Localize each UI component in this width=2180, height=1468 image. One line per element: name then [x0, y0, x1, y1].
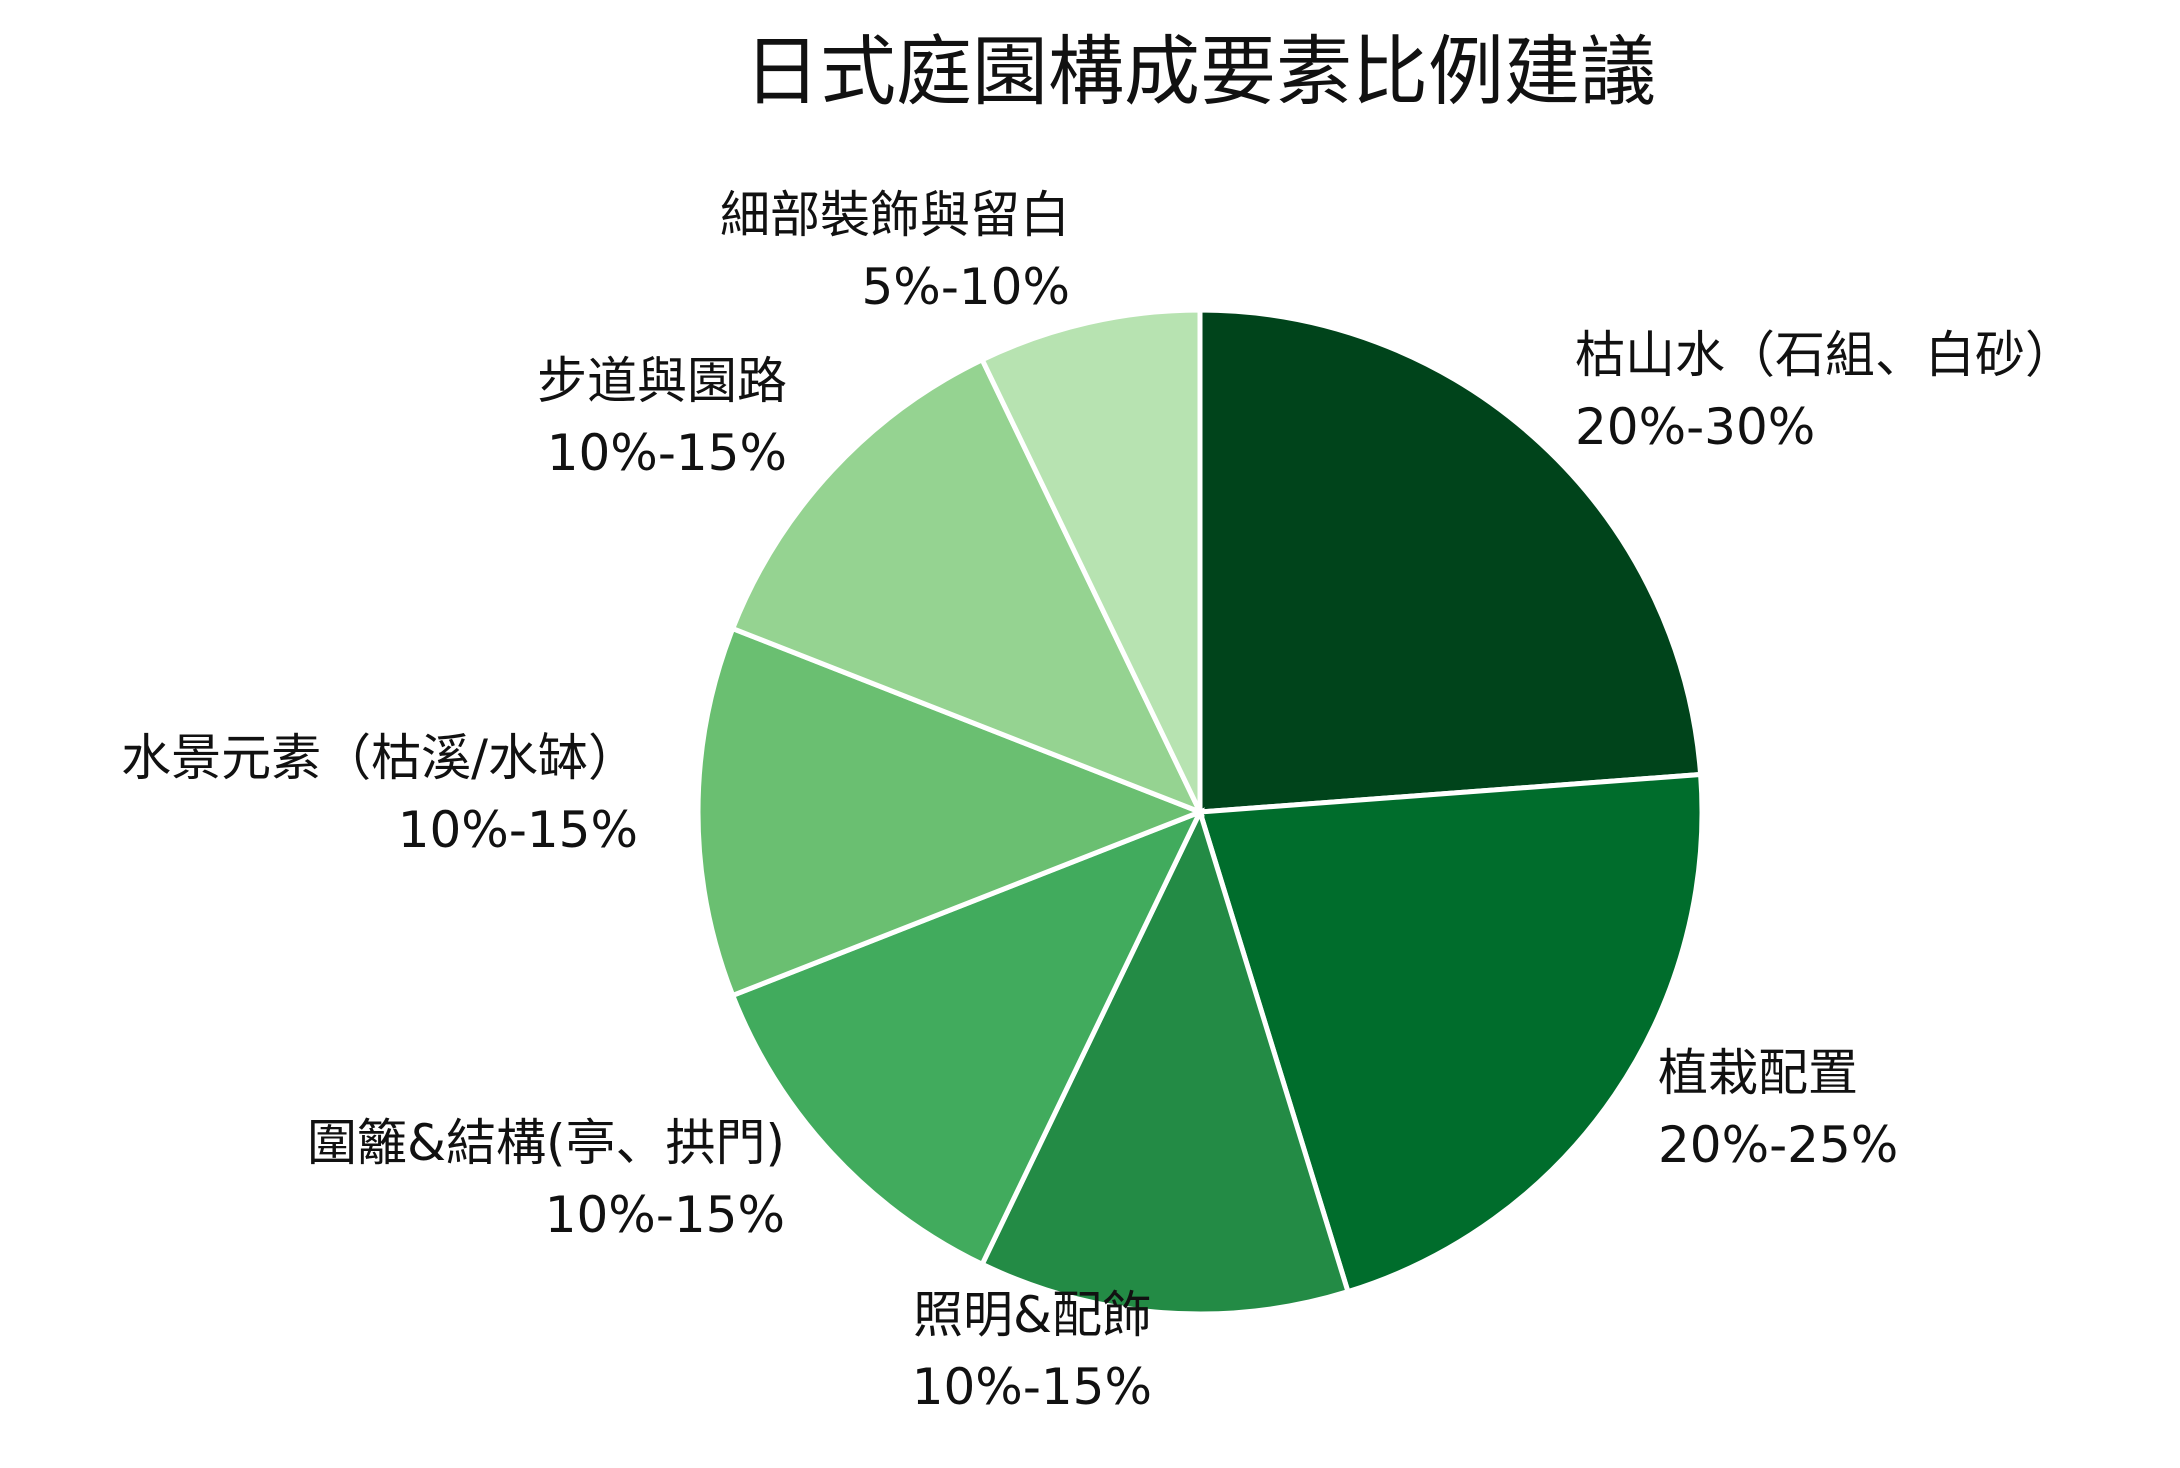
slice-label-name: 枯山水（石組、白砂）: [1575, 326, 2075, 384]
chart-title: 日式庭園構成要素比例建議: [744, 27, 1656, 116]
slice-label-range: 5%-10%: [862, 258, 1071, 316]
slice-label-range: 10%-15%: [398, 801, 638, 859]
slice-label-range: 10%-15%: [547, 424, 787, 482]
pie-slice: [978, 307, 1203, 814]
pie-slice: [695, 625, 1207, 999]
slice-label-name: 步道與園路: [537, 352, 787, 410]
slice-label-range: 10%-15%: [912, 1358, 1152, 1416]
pie-slice: [729, 807, 1206, 1268]
slice-label-range: 20%-25%: [1658, 1116, 1898, 1174]
slice-label-name: 植栽配置: [1658, 1044, 1858, 1102]
slice-label-range: 20%-30%: [1575, 398, 1815, 456]
pie-slice: [1197, 307, 1704, 815]
pie-slice: [978, 805, 1352, 1317]
slice-label-name: 照明&配飾: [913, 1286, 1152, 1344]
pie-slices: [695, 307, 1705, 1317]
slice-label-range: 10%-15%: [545, 1186, 785, 1244]
pie-slice: [729, 356, 1206, 817]
slice-label-name: 水景元素（枯溪/水缽）: [121, 729, 638, 787]
slice-label-name: 細部裝飾與留白: [720, 186, 1070, 244]
slice-labels: 枯山水（石組、白砂） 20%-30% 植栽配置 20%-25% 照明&配飾 10%-15%…: [121, 186, 2075, 1416]
pie-slice: [1196, 771, 1705, 1295]
slice-label-name: 圍籬&結構(亭、拱門): [307, 1114, 785, 1172]
